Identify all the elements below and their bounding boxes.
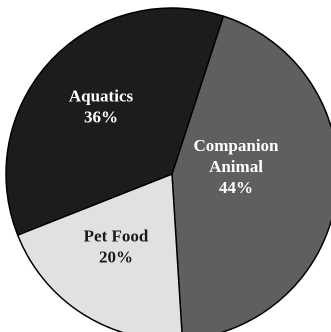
slice-name-label: Aquatics [69, 87, 134, 106]
pie-slices [6, 8, 331, 332]
slice-value-label: 36% [84, 108, 118, 127]
slice-name-label: Animal [209, 157, 263, 176]
slice-value-label: 20% [99, 248, 133, 267]
slice-name-label: Companion [193, 136, 279, 155]
slice-value-label: 44% [219, 178, 253, 197]
slice-name-label: Pet Food [84, 227, 149, 246]
